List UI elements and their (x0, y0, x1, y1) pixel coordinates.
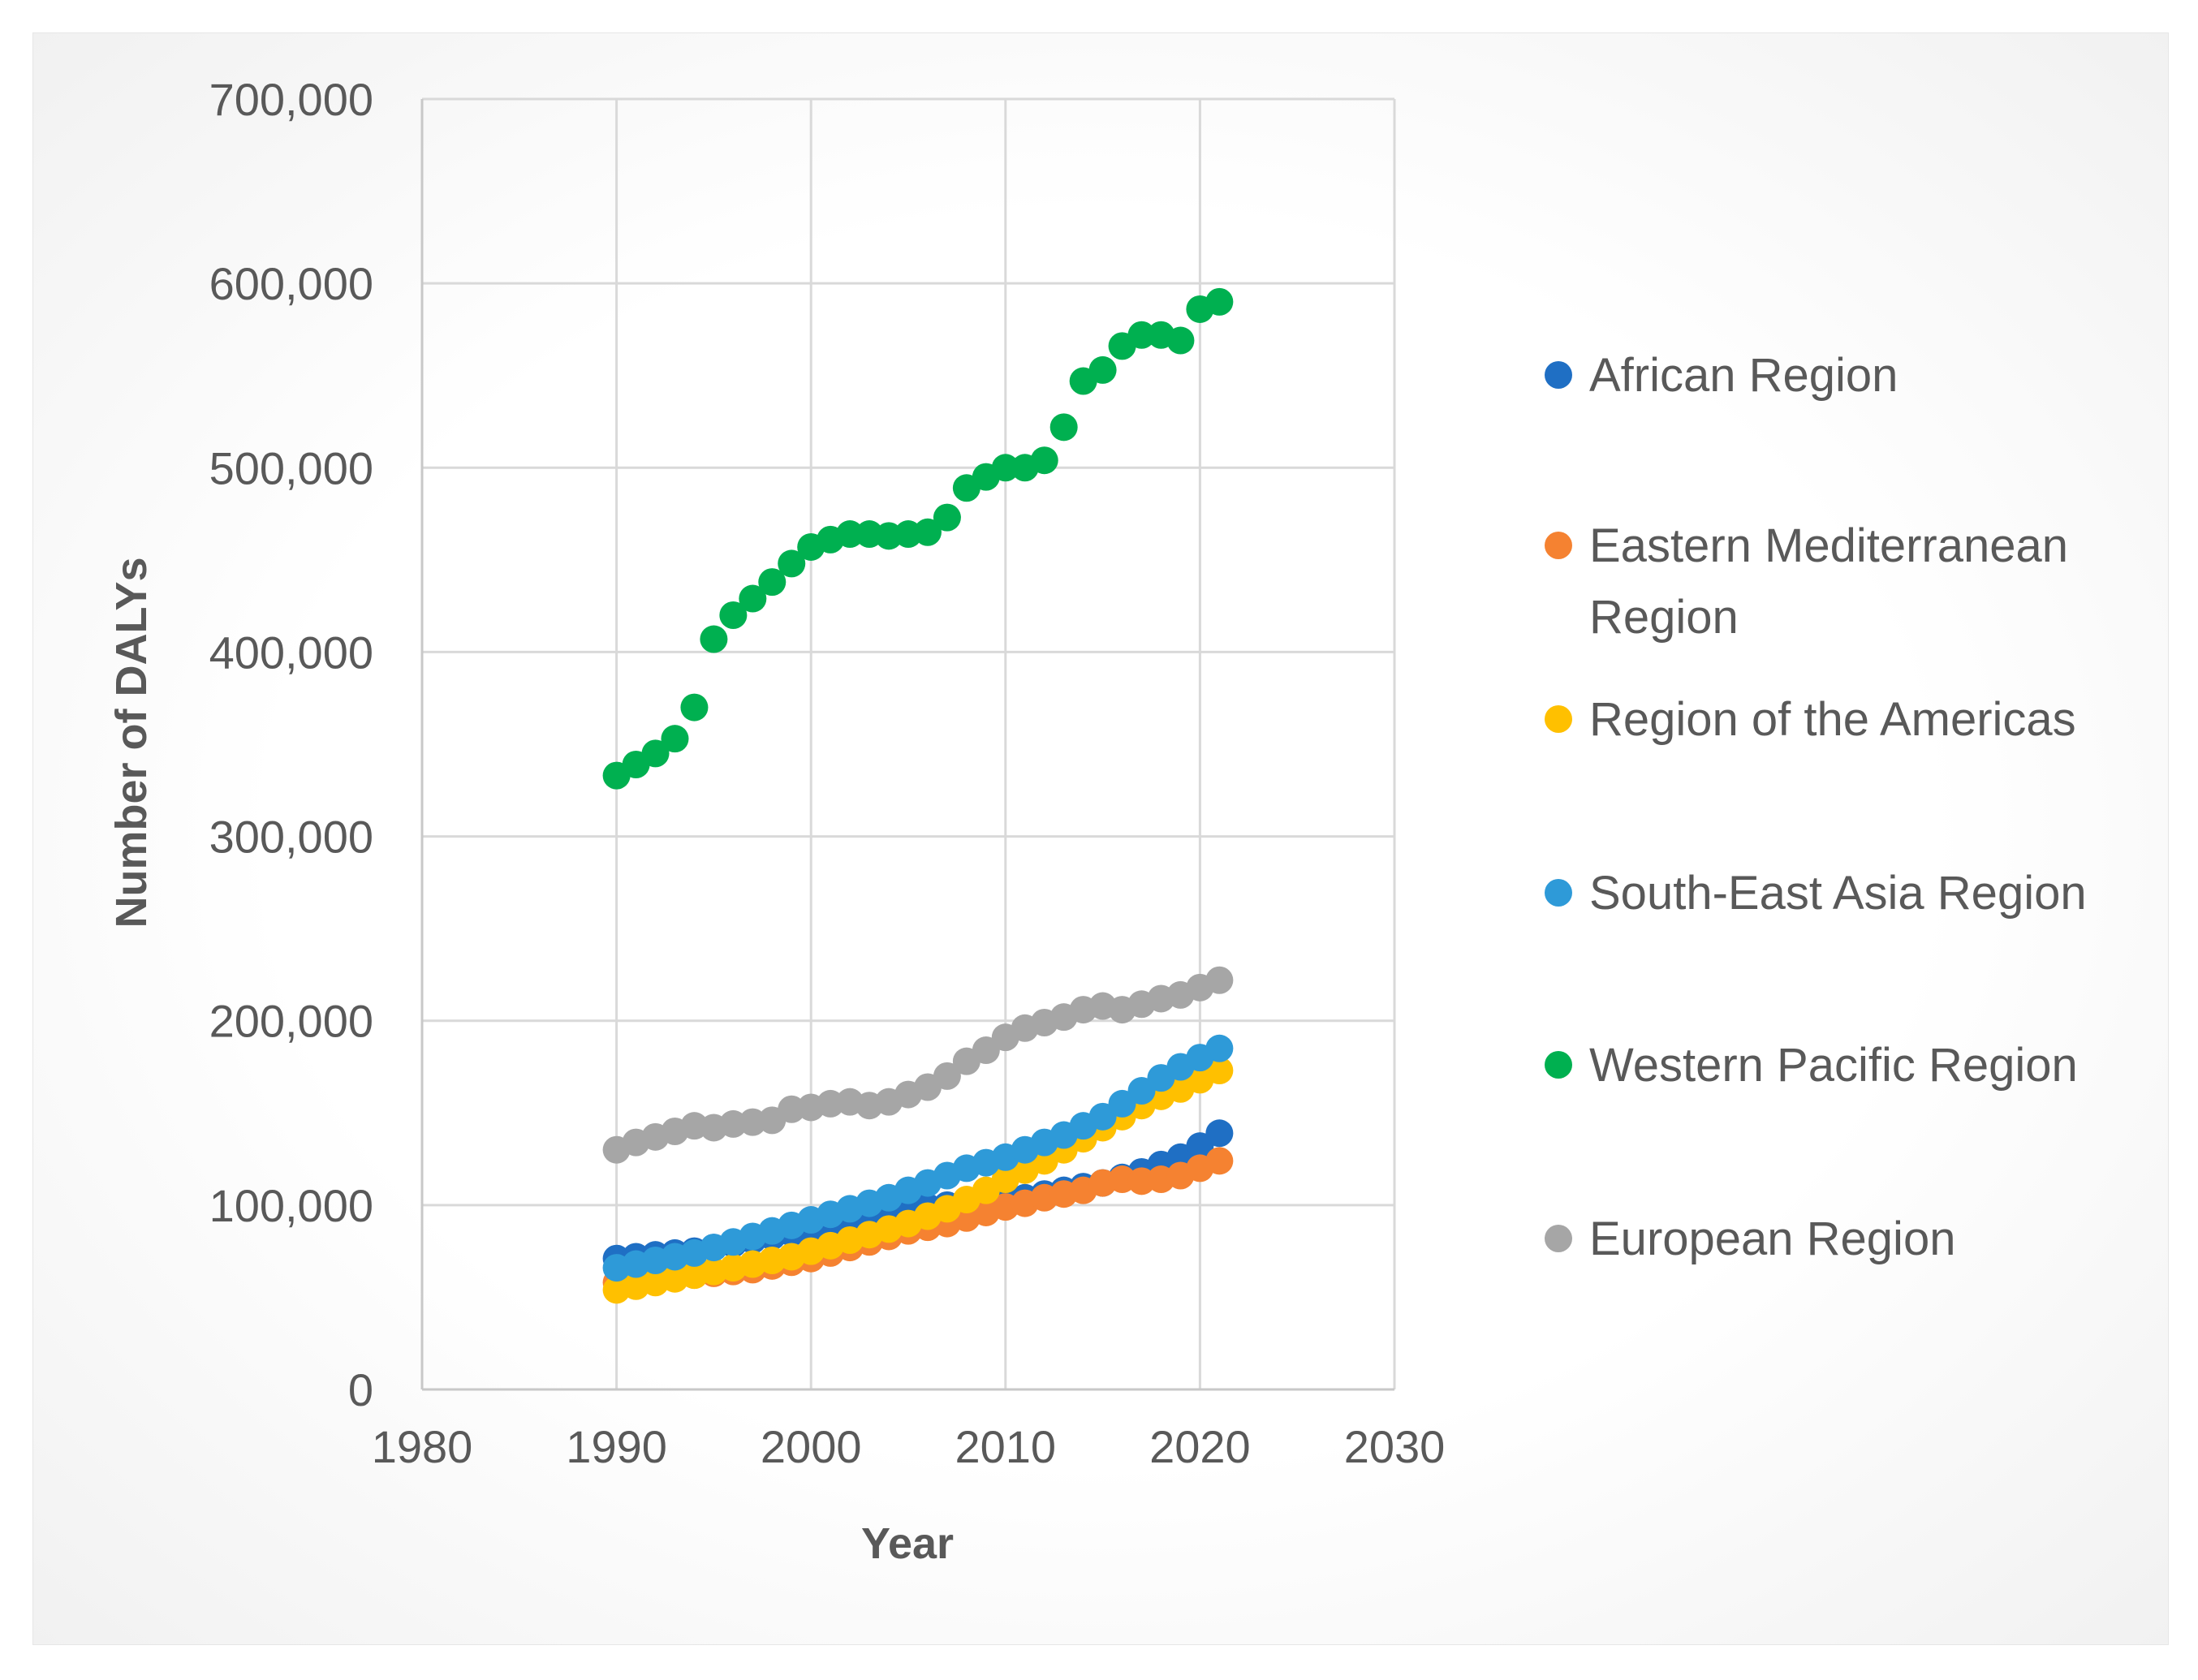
data-point-western-pacific-region (933, 503, 961, 532)
legend-label: European Region (1589, 1213, 1955, 1265)
x-tick-label: 1980 (372, 1421, 473, 1472)
data-point-western-pacific-region (661, 725, 689, 753)
legend-marker (1545, 361, 1572, 389)
data-point-european-region (933, 1062, 961, 1090)
data-point-western-pacific-region (1127, 321, 1156, 349)
series-european-region (602, 966, 1234, 1164)
data-point-western-pacific-region (719, 601, 748, 629)
legend: African Region Eastern Mediterranean Regio… (1545, 349, 2087, 1265)
data-point-western-pacific-region (1088, 355, 1117, 384)
data-point-western-pacific-region (1030, 446, 1058, 475)
legend-label: South-East Asia Region (1589, 867, 2087, 920)
legend-marker (1545, 532, 1572, 559)
legend-item-eastern-mediterranean-region: Eastern Mediterranean Region (1545, 519, 2068, 644)
legend-label: Region of the Americas (1589, 693, 2076, 746)
legend-label: African Region (1589, 349, 1898, 402)
x-tick-label: 1990 (566, 1421, 667, 1472)
data-point-western-pacific-region (700, 625, 728, 653)
legend-marker (1545, 1225, 1572, 1252)
legend-item-african-region: African Region (1545, 349, 1898, 402)
y-tick-label: 200,000 (209, 996, 373, 1047)
x-axis-title: Year (861, 1519, 954, 1568)
data-point-western-pacific-region (991, 454, 1019, 482)
data-point-western-pacific-region (1205, 287, 1234, 316)
legend-label: Eastern Mediterranean Region (1589, 519, 2068, 644)
data-point-eastern-mediterranean-region (1205, 1147, 1234, 1175)
data-point-western-pacific-region (1166, 326, 1195, 355)
y-tick-label: 0 (348, 1364, 373, 1415)
series-layer (602, 287, 1234, 1304)
x-tick-label: 2010 (955, 1421, 1057, 1472)
data-point-western-pacific-region (641, 739, 670, 768)
x-tick-label: 2020 (1149, 1421, 1251, 1472)
legend-marker (1545, 879, 1572, 907)
data-point-african-region (1186, 1132, 1214, 1161)
axes (420, 99, 1394, 1391)
legend-marker (1545, 1051, 1572, 1079)
data-point-region-of-the-americas (1205, 1057, 1234, 1085)
y-tick-label: 600,000 (209, 258, 373, 309)
chart-frame (32, 32, 2169, 1645)
data-point-western-pacific-region (758, 568, 787, 597)
data-point-western-pacific-region (739, 584, 767, 613)
legend-item-south-east-asia-region: South-East Asia Region (1545, 867, 2087, 920)
tick-labels: 0 100,000 200,000 300,000 400,000 500,000 600,… (209, 74, 1446, 1472)
x-tick-label: 2000 (761, 1421, 862, 1472)
data-point-south-east-asia-region (1127, 1077, 1156, 1105)
data-point-european-region (1205, 966, 1234, 994)
data-point-african-region (1205, 1119, 1234, 1148)
y-tick-label: 100,000 (209, 1180, 373, 1231)
y-tick-label: 700,000 (209, 74, 373, 125)
data-point-south-east-asia-region (1088, 1102, 1117, 1131)
data-point-south-east-asia-region (1108, 1089, 1136, 1118)
legend-item-region-of-the-americas: Region of the Americas (1545, 693, 2076, 746)
legend-item-european-region: European Region (1545, 1213, 1955, 1265)
y-tick-label: 300,000 (209, 812, 373, 863)
y-axis-title: Number of DALYs (107, 557, 156, 928)
series-western-pacific-region (602, 287, 1234, 790)
data-point-western-pacific-region (778, 549, 806, 578)
legend-label: Western Pacific Region (1589, 1039, 2078, 1092)
data-point-south-east-asia-region (1205, 1034, 1234, 1062)
legend-item-western-pacific-region: Western Pacific Region (1545, 1039, 2078, 1092)
data-point-western-pacific-region (680, 693, 709, 722)
x-tick-label: 2030 (1344, 1421, 1446, 1472)
series-south-east-asia-region (602, 1034, 1234, 1282)
data-point-western-pacific-region (1049, 413, 1078, 442)
data-point-western-pacific-region (913, 518, 942, 546)
y-tick-label: 400,000 (209, 627, 373, 678)
data-point-western-pacific-region (836, 520, 864, 549)
y-tick-label: 500,000 (209, 442, 373, 493)
series-region-of-the-americas (602, 1057, 1234, 1304)
legend-marker (1545, 705, 1572, 733)
data-point-european-region (972, 1036, 1000, 1065)
